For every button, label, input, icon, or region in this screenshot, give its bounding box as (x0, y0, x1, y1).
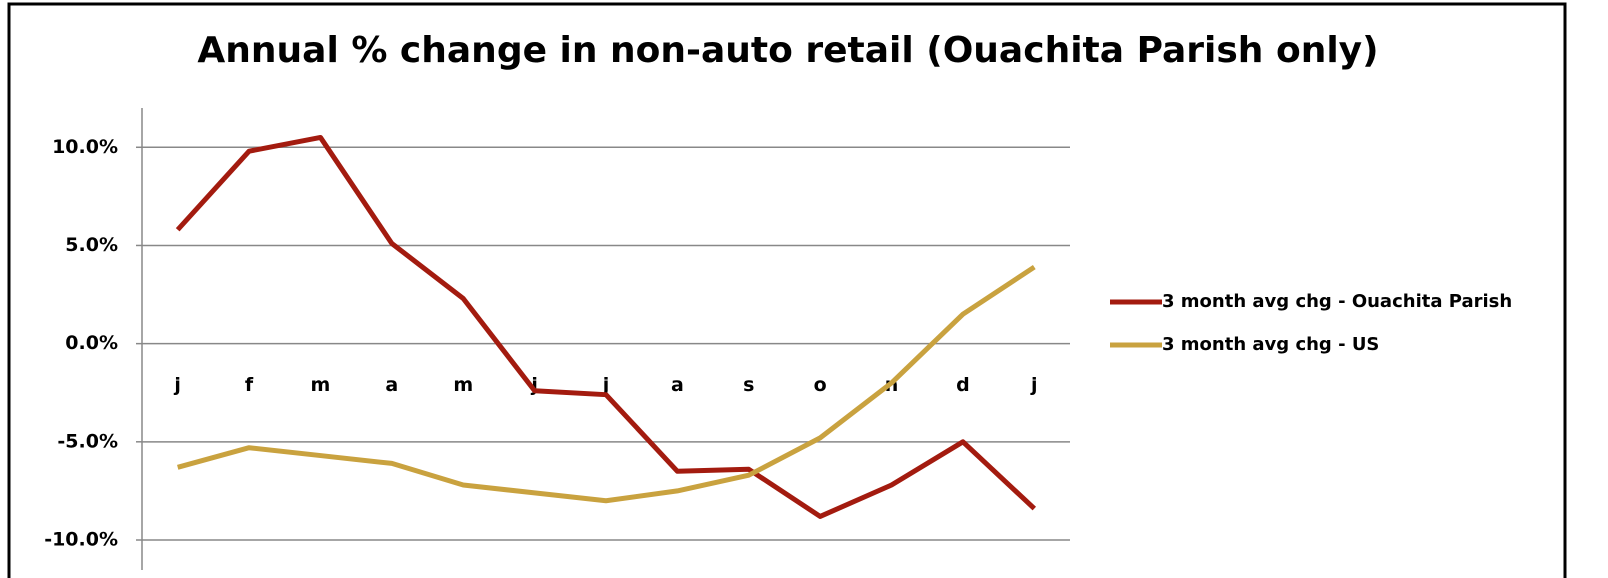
x-tick-label: m (311, 374, 331, 396)
x-tick-label: j (1030, 374, 1038, 396)
x-tick-label: a (385, 374, 398, 396)
x-tick-label: j (602, 374, 610, 396)
x-tick-label: f (245, 374, 254, 396)
series-line (177, 264, 1036, 504)
frame (7, 2, 1567, 578)
y-tick-label: -5.0% (57, 430, 118, 452)
x-tick-label: d (956, 374, 970, 396)
x-tick-label: o (814, 374, 827, 396)
x-tick-label: s (743, 374, 754, 396)
x-tick-label: j (173, 374, 181, 396)
legend-label: 3 month avg chg - Ouachita Parish (1162, 291, 1512, 312)
chart-title: Annual % change in non-auto retail (Ouac… (197, 30, 1378, 71)
x-tick-label: a (671, 374, 684, 396)
y-tick-label: 5.0% (65, 234, 118, 256)
series-line (175, 134, 1037, 519)
x-tick-label: m (453, 374, 473, 396)
y-tick-label: 0.0% (65, 332, 118, 354)
y-tick-label: 10.0% (52, 136, 118, 158)
legend-label: 3 month avg chg - US (1162, 334, 1379, 355)
x-tick-label: j (530, 374, 538, 396)
y-tick-label: -10.0% (44, 529, 118, 551)
